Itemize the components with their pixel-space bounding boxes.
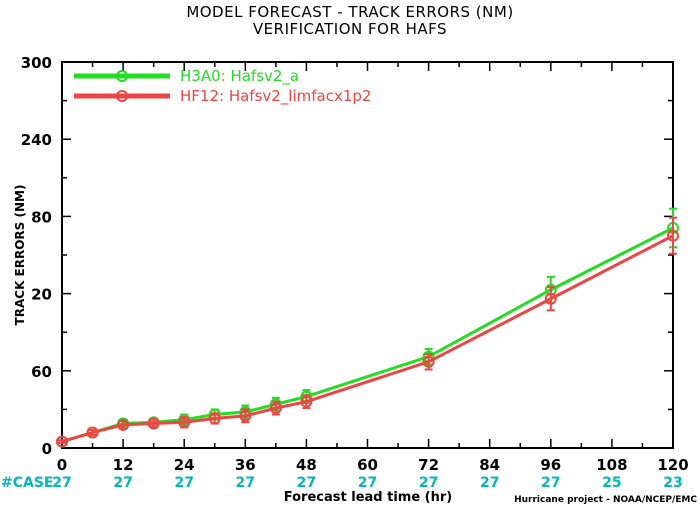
case-count: 27 [541, 475, 560, 491]
x-tick-label: 84 [479, 456, 500, 474]
case-count: 27 [297, 475, 316, 491]
case-count: 27 [236, 475, 255, 491]
data-point [117, 418, 130, 431]
data-point [422, 355, 435, 368]
legend-label: H3A0: Hafsv2_a [180, 67, 299, 86]
case-count: 25 [602, 475, 621, 491]
series-2 [56, 216, 679, 448]
data-point [56, 435, 68, 448]
legend-marker [116, 90, 128, 102]
plot-frame [61, 61, 674, 449]
x-tick-label: 12 [113, 456, 134, 474]
x-tick-label: 72 [418, 456, 439, 474]
x-tick-label: 96 [540, 456, 561, 474]
x-tick-label: 24 [174, 456, 195, 474]
data-point [147, 417, 160, 430]
x-axis-label: Forecast lead time (hr) [284, 490, 452, 505]
x-tick-label: 0 [57, 456, 67, 474]
legend-marker [116, 70, 128, 82]
legend-label: HF12: Hafsv2_limfacx1p2 [180, 87, 371, 106]
case-count: 27 [358, 475, 377, 491]
data-point [86, 426, 99, 439]
case-count: 27 [419, 475, 438, 491]
data-point [300, 395, 313, 408]
y-axis-label: TRACK ERRORS (NM) [13, 185, 27, 326]
chart-title: MODEL FORECAST - TRACK ERRORS (NM) [186, 3, 513, 21]
y-tick-label: 0 [42, 440, 52, 458]
y-tick-label: 80 [31, 208, 52, 226]
series-line [61, 234, 674, 444]
data-point [178, 416, 191, 429]
data-point [269, 402, 282, 415]
chart-subtitle: VERIFICATION FOR HAFS [253, 20, 447, 38]
case-count: 27 [52, 475, 71, 491]
y-tick-label: 20 [31, 286, 52, 304]
x-tick-label: 48 [296, 456, 317, 474]
x-tick-label: 120 [657, 456, 688, 474]
credit-text: Hurricane project - NOAA/NCEP/EMC [514, 495, 697, 505]
data-point [239, 409, 252, 422]
case-count: 27 [113, 475, 132, 491]
x-tick-label: 60 [357, 456, 378, 474]
case-label: #CASE [1, 475, 54, 491]
data-point [667, 229, 679, 242]
case-count: 23 [663, 475, 682, 491]
series-1 [56, 207, 679, 448]
legend-entry-2: HF12: Hafsv2_limfacx1p2 [74, 87, 371, 106]
data-point [208, 412, 221, 425]
case-count: 27 [174, 475, 193, 491]
case-count: 27 [480, 475, 499, 491]
data-point [544, 292, 557, 305]
series-line [61, 226, 674, 444]
x-tick-label: 36 [235, 456, 256, 474]
y-tick-label: 240 [21, 131, 52, 149]
legend-entry-1: H3A0: Hafsv2_a [74, 67, 299, 86]
y-tick-label: 60 [31, 363, 52, 381]
y-tick-label: 300 [21, 54, 52, 72]
x-tick-label: 108 [596, 456, 627, 474]
